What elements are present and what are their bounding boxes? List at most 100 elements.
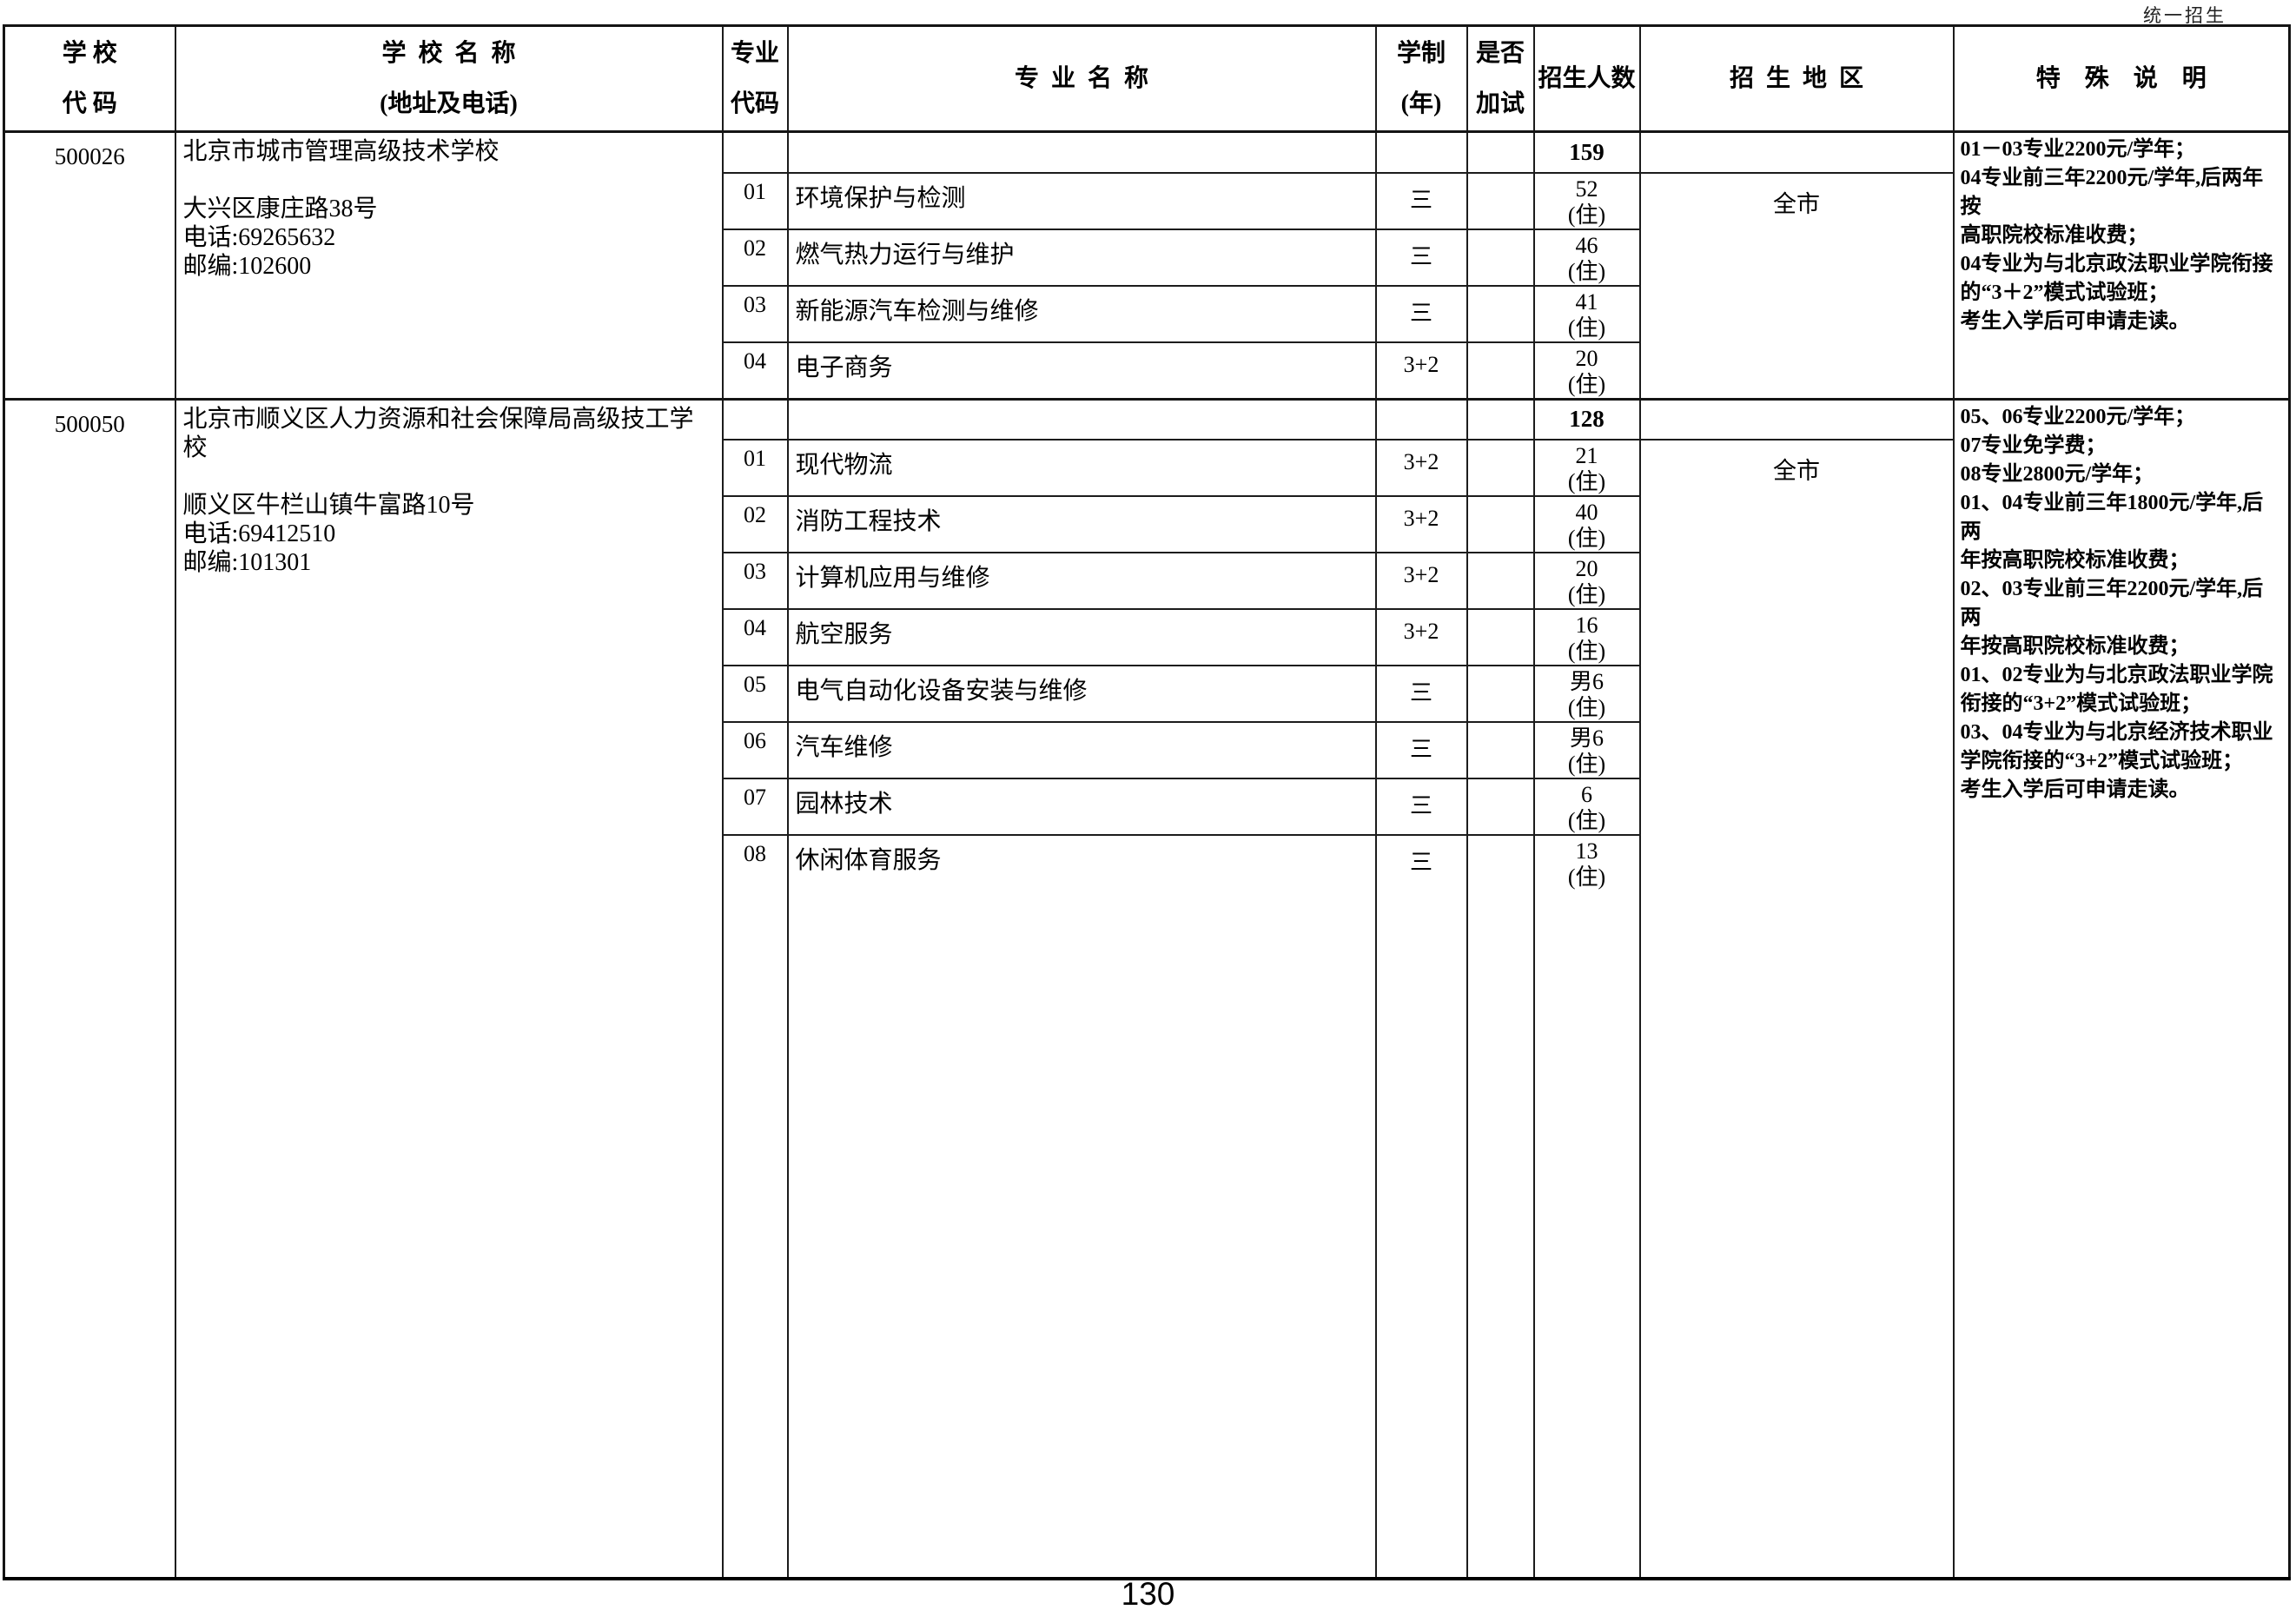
header-major-name: 专 业 名 称: [786, 24, 1377, 133]
special-notes-cell: 01－03专业2200元/学年； 04专业前三年2200元/学年,后两年按 高职…: [1952, 130, 2291, 400]
major-code-cell: 04: [721, 341, 789, 400]
addtest-cell: [1466, 778, 1535, 836]
empty-cell: [786, 397, 1377, 441]
major-code-cell: 07: [721, 778, 789, 836]
major-name-cell: 消防工程技术: [786, 495, 1377, 553]
header-study-years: 学制 (年): [1374, 24, 1468, 133]
header-school-name: 学 校 名 称 (地址及电话): [174, 24, 724, 133]
addtest-cell: [1466, 284, 1535, 343]
enroll-count-cell: 20 (住): [1532, 341, 1641, 400]
addtest-cell: [1466, 341, 1535, 400]
major-code-cell: 08: [721, 834, 789, 1580]
enroll-count-cell: 男6 (住): [1532, 665, 1641, 723]
major-row: 03 计算机应用与维修 3+2 20 (住): [4, 552, 2290, 610]
major-name-cell: 燃气热力运行与维护: [786, 228, 1377, 287]
major-row: 08 休闲体育服务 三 13 (住): [4, 834, 2290, 1580]
major-name-cell: 园林技术: [786, 778, 1377, 836]
special-notes-cell: 05、06专业2200元/学年； 07专业免学费； 08专业2800元/学年； …: [1952, 397, 2291, 1580]
addtest-cell: [1466, 608, 1535, 666]
major-row: 05 电气自动化设备安装与维修 三 男6 (住): [4, 665, 2290, 723]
major-row: 02 燃气热力运行与维护 三 46 (住): [4, 228, 2290, 287]
header-enroll-region: 招 生 地 区: [1638, 24, 1955, 133]
major-code-cell: 01: [721, 439, 789, 497]
study-years-cell: 3+2: [1374, 495, 1468, 553]
header-enroll-count: 招生人数: [1532, 24, 1641, 133]
empty-cell: [1374, 130, 1468, 174]
major-name-cell: 计算机应用与维修: [786, 552, 1377, 610]
major-code-cell: 06: [721, 721, 789, 779]
enroll-count-cell: 41 (住): [1532, 284, 1641, 343]
page-number: 130: [1121, 1576, 1175, 1612]
empty-cell: [1638, 130, 1955, 174]
enroll-count-cell: 6 (住): [1532, 778, 1641, 836]
major-code-cell: 03: [721, 552, 789, 610]
major-code-cell: 05: [721, 665, 789, 723]
enrollment-type-label: 统一招生: [2143, 5, 2227, 26]
major-row: 04 电子商务 3+2 20 (住): [4, 341, 2290, 400]
enroll-region-cell: 全市: [1638, 171, 1955, 400]
study-years-cell: 3+2: [1374, 439, 1468, 497]
major-code-cell: 02: [721, 228, 789, 287]
major-code-cell: 04: [721, 608, 789, 666]
major-row: 07 园林技术 三 6 (住): [4, 778, 2290, 836]
study-years-cell: 3+2: [1374, 341, 1468, 400]
enroll-count-cell: 52 (住): [1532, 171, 1641, 230]
major-row: 06 汽车维修 三 男6 (住): [4, 721, 2290, 779]
empty-cell: [786, 130, 1377, 174]
header-school-code: 学 校 代 码: [3, 24, 176, 133]
study-years-cell: 3+2: [1374, 608, 1468, 666]
school-info-cell: 北京市城市管理高级技术学校 大兴区康庄路38号 电话:69265632 邮编:1…: [174, 130, 724, 400]
empty-cell: [1466, 397, 1535, 441]
study-years-cell: 3+2: [1374, 552, 1468, 610]
header-special-notes: 特 殊 说 明: [1952, 24, 2291, 133]
school-code-cell: 500050: [3, 397, 176, 1580]
major-name-cell: 电气自动化设备安装与维修: [786, 665, 1377, 723]
header-addtest: 是否 加试: [1466, 24, 1535, 133]
study-years-cell: 三: [1374, 778, 1468, 836]
major-row: 01 环境保护与检测 三 52 (住) 全市: [4, 171, 2290, 400]
addtest-cell: [1466, 665, 1535, 723]
addtest-cell: [1466, 495, 1535, 553]
empty-cell: [1466, 130, 1535, 174]
enroll-count-cell: 21 (住): [1532, 439, 1641, 497]
study-years-cell: 三: [1374, 228, 1468, 287]
study-years-cell: 三: [1374, 665, 1468, 723]
major-name-cell: 航空服务: [786, 608, 1377, 666]
major-row: 04 航空服务 3+2 16 (住): [4, 608, 2290, 666]
major-name-cell: 环境保护与检测: [786, 171, 1377, 230]
major-name-cell: 休闲体育服务: [786, 834, 1377, 1580]
enroll-count-cell: 40 (住): [1532, 495, 1641, 553]
major-code-cell: 03: [721, 284, 789, 343]
school-total-row: 500026 北京市城市管理高级技术学校 大兴区康庄路38号 电话:692656…: [3, 130, 2291, 400]
addtest-cell: [1466, 171, 1535, 230]
study-years-cell: 三: [1374, 834, 1468, 1580]
addtest-cell: [1466, 552, 1535, 610]
major-name-cell: 现代物流: [786, 439, 1377, 497]
major-row: 02 消防工程技术 3+2 40 (住): [4, 495, 2290, 553]
enroll-count-cell: 13 (住): [1532, 834, 1641, 1580]
study-years-cell: 三: [1374, 284, 1468, 343]
addtest-cell: [1466, 834, 1535, 1580]
school-total-count: 159: [1532, 130, 1641, 174]
empty-cell: [721, 397, 789, 441]
major-name-cell: 新能源汽车检测与维修: [786, 284, 1377, 343]
school-code-cell: 500026: [3, 130, 176, 400]
major-code-cell: 01: [721, 171, 789, 230]
major-code-cell: 02: [721, 495, 789, 553]
enrollment-table: 学 校 代 码 学 校 名 称 (地址及电话) 专业 代码 专 业 名 称 学制…: [3, 24, 2291, 1580]
enroll-count-cell: 20 (住): [1532, 552, 1641, 610]
addtest-cell: [1466, 439, 1535, 497]
header-major-code: 专业 代码: [721, 24, 789, 133]
empty-cell: [721, 130, 789, 174]
school-total-count: 128: [1532, 397, 1641, 441]
enroll-count-cell: 46 (住): [1532, 228, 1641, 287]
header-row: 学 校 代 码 学 校 名 称 (地址及电话) 专业 代码 专 业 名 称 学制…: [3, 24, 2291, 133]
enroll-region-cell: 全市: [1638, 439, 1955, 1580]
study-years-cell: 三: [1374, 721, 1468, 779]
major-row: 01 现代物流 3+2 21 (住) 全市: [4, 439, 2290, 1580]
school-total-row: 500050 北京市顺义区人力资源和社会保障局高级技工学校 顺义区牛栏山镇牛富路…: [3, 397, 2291, 1580]
addtest-cell: [1466, 721, 1535, 779]
enroll-count-cell: 16 (住): [1532, 608, 1641, 666]
enroll-count-cell: 男6 (住): [1532, 721, 1641, 779]
